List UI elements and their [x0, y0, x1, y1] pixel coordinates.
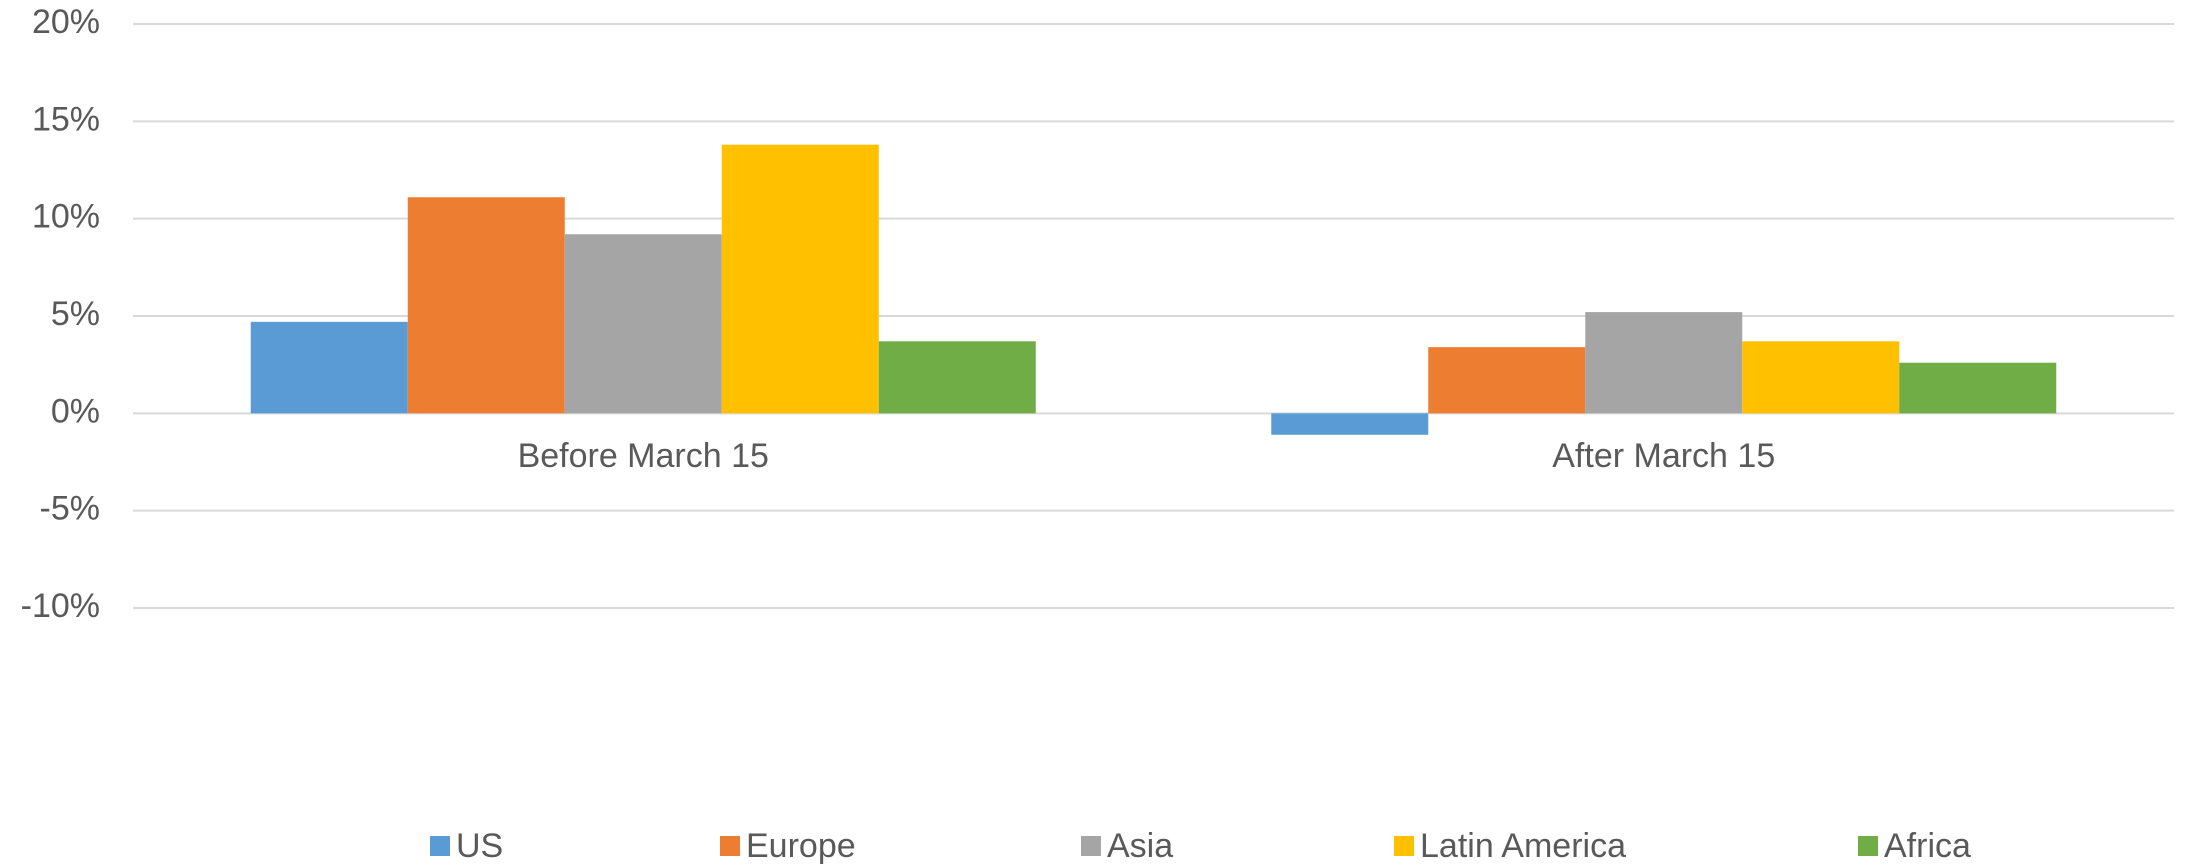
bar	[878, 341, 1036, 414]
legend-swatch	[720, 836, 740, 856]
y-tick-label: 15%	[32, 100, 100, 138]
bar	[721, 144, 879, 414]
x-tick-label: Before March 15	[518, 437, 769, 475]
y-tick-label: 10%	[32, 198, 100, 236]
legend-label: Latin America	[1420, 827, 1626, 865]
legend-label: Africa	[1884, 827, 1971, 865]
legend-swatch	[1081, 836, 1101, 856]
y-tick-label: -10%	[21, 587, 100, 625]
y-tick-label: -5%	[40, 490, 100, 528]
bar	[564, 234, 722, 414]
bar	[1428, 347, 1586, 414]
legend-swatch	[1394, 836, 1414, 856]
x-tick-label: After March 15	[1552, 437, 1775, 475]
bar	[407, 197, 565, 414]
legend-label: US	[456, 827, 503, 865]
y-tick-label: 20%	[32, 3, 100, 41]
bar	[1271, 413, 1429, 435]
bar	[1742, 341, 1900, 414]
legend-swatch	[1858, 836, 1878, 856]
legend-label: Europe	[746, 827, 856, 865]
legend-label: Asia	[1107, 827, 1173, 865]
bar	[1585, 312, 1743, 414]
legend-swatch	[430, 836, 450, 856]
bar	[250, 321, 408, 414]
bar	[1899, 362, 2057, 414]
y-tick-label: 0%	[51, 392, 100, 430]
y-tick-label: 5%	[51, 295, 100, 333]
